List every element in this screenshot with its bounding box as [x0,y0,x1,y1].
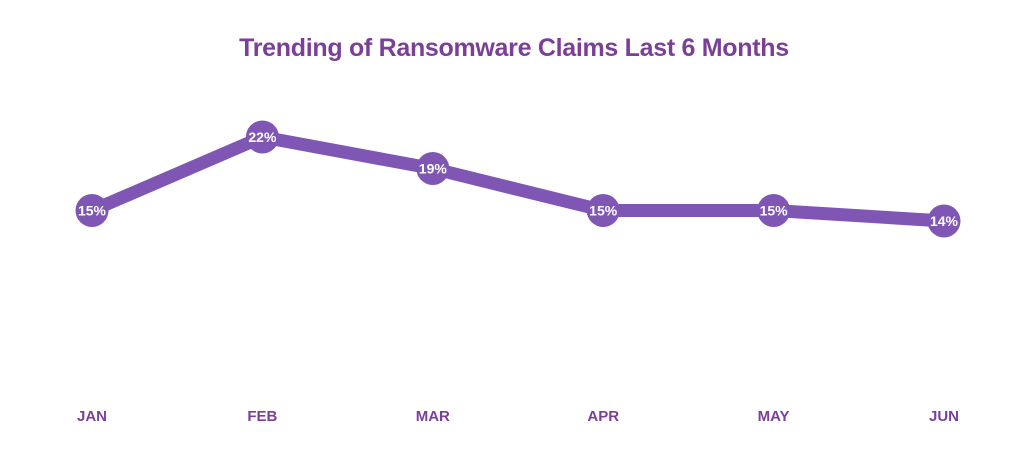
data-label: 22% [248,129,277,145]
series-line [85,130,951,228]
x-tick-label: JAN [77,408,107,425]
data-point [75,194,109,227]
data-point [245,120,279,154]
data-point [586,194,620,227]
data-label: 19% [419,161,448,177]
data-point [927,204,961,238]
data-label: 14% [930,213,959,229]
data-point [416,152,450,185]
x-tick-label: FEB [247,408,277,425]
data-point [757,194,791,227]
data-label: 15% [78,203,107,219]
chart-title: Trending of Ransomware Claims Last 6 Mon… [239,34,789,62]
x-tick-label: MAR [416,408,450,425]
data-label: 15% [589,203,618,219]
x-tick-label: JUN [929,408,959,425]
x-tick-label: APR [587,408,619,425]
data-label: 15% [760,203,789,219]
x-tick-label: MAY [758,408,790,425]
